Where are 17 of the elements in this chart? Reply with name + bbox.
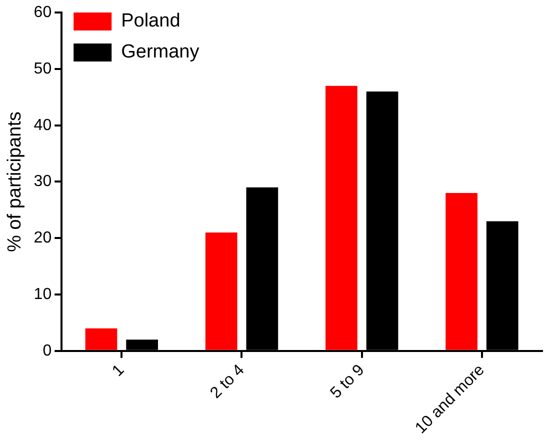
y-tick-label: 40 bbox=[34, 116, 52, 134]
x-tick-label: 2 to 4 bbox=[207, 362, 248, 402]
bar bbox=[205, 232, 238, 350]
x-tick-label: 1 bbox=[109, 362, 128, 380]
bar bbox=[326, 86, 358, 350]
y-tick-label: 0 bbox=[42, 342, 52, 360]
y-axis-title: % of participants bbox=[4, 112, 26, 252]
y-tick-label: 50 bbox=[34, 60, 52, 78]
bar bbox=[446, 193, 478, 350]
y-tick-label: 10 bbox=[34, 286, 52, 303]
legend-label: Germany bbox=[121, 42, 200, 63]
y-tick-label: 60 bbox=[34, 4, 52, 22]
bar bbox=[85, 328, 118, 350]
x-tick-label: 5 to 9 bbox=[327, 362, 368, 402]
legend-label: Poland bbox=[121, 10, 180, 32]
y-tick-label: 30 bbox=[34, 173, 52, 190]
y-tick-label: 20 bbox=[34, 230, 52, 247]
